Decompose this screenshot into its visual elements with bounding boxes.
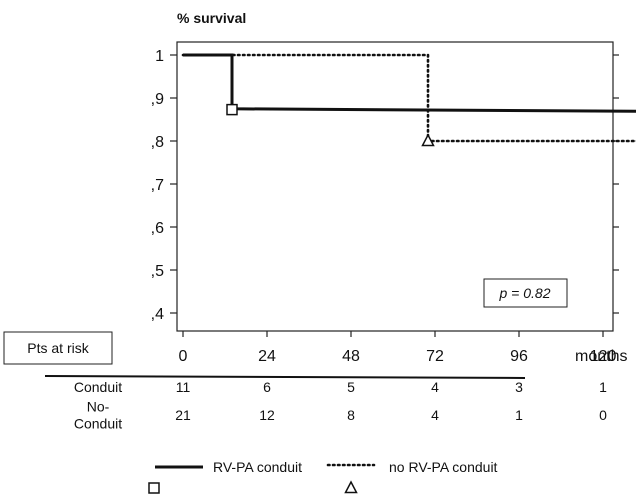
risk-count: 21	[175, 407, 191, 423]
risk-row-label: Conduit	[74, 379, 122, 395]
legend-label: no RV-PA conduit	[389, 459, 498, 475]
censor-marker-triangle	[421, 133, 435, 147]
risk-row-label: No-	[87, 399, 110, 415]
risk-count: 6	[263, 379, 271, 395]
plot-frame	[176, 41, 614, 332]
series-line-rv-pa-conduit	[183, 53, 636, 113]
risk-count: 0	[599, 407, 607, 423]
risk-count: 5	[347, 379, 355, 395]
y-tick-label: ,9	[151, 91, 164, 108]
x-tick-label: 120	[590, 348, 617, 365]
risk-row-label: Conduit	[74, 416, 122, 432]
series-rv-pa-conduit	[183, 53, 636, 116]
legend-label: RV-PA conduit	[213, 459, 302, 475]
p-value-annotation: p = 0.82	[483, 278, 568, 308]
risk-row: No-Conduit 21 12 8 4 1 0	[74, 399, 607, 432]
p-value-text: p = 0.82	[499, 285, 551, 301]
x-axis-title: months	[575, 348, 627, 365]
risk-table-title: Pts at risk	[27, 340, 89, 356]
risk-row: Conduit 11 6 5 4 3 1	[74, 379, 607, 395]
x-tick-label: 72	[426, 348, 444, 365]
legend-marker-square	[148, 482, 160, 494]
risk-table-rule	[44, 375, 526, 379]
x-tick-label: 48	[342, 348, 360, 365]
censor-marker-square	[226, 103, 238, 116]
x-tick-label: 24	[258, 348, 276, 365]
risk-count: 3	[515, 379, 523, 395]
x-tick-label: 96	[510, 348, 528, 365]
legend-entry-no-rv-pa-conduit: no RV-PA conduit	[326, 459, 498, 494]
risk-count: 11	[176, 379, 191, 395]
y-tick-label: ,8	[151, 134, 164, 151]
series-line-no-rv-pa-conduit	[181, 53, 636, 143]
legend: RV-PA conduit no RV-PA conduit	[148, 459, 498, 494]
risk-count: 4	[431, 407, 439, 423]
y-tick-label: ,4	[151, 306, 164, 323]
y-tick-label: ,6	[151, 220, 164, 237]
plot-area	[181, 53, 636, 147]
risk-count: 1	[515, 407, 523, 423]
series-no-rv-pa-conduit	[181, 53, 636, 147]
legend-marker-triangle	[344, 480, 358, 494]
y-tick-label: ,5	[151, 263, 164, 280]
x-tick-label: 0	[179, 348, 188, 365]
risk-count: 4	[431, 379, 439, 395]
p-value-box	[483, 278, 568, 308]
y-tick-label: ,7	[151, 177, 164, 194]
risk-count: 12	[259, 407, 275, 423]
y-axis: 1 ,9 ,8 ,7 ,6 ,5 ,4	[151, 48, 619, 323]
x-axis: 024487296120144months	[179, 331, 627, 365]
y-axis-title: % survival	[177, 10, 246, 26]
risk-count: 8	[347, 407, 355, 423]
risk-table-title-box	[3, 331, 113, 365]
legend-entry-rv-pa-conduit: RV-PA conduit	[148, 459, 302, 494]
y-tick-label: 1	[155, 48, 164, 65]
risk-count: 1	[599, 379, 607, 395]
